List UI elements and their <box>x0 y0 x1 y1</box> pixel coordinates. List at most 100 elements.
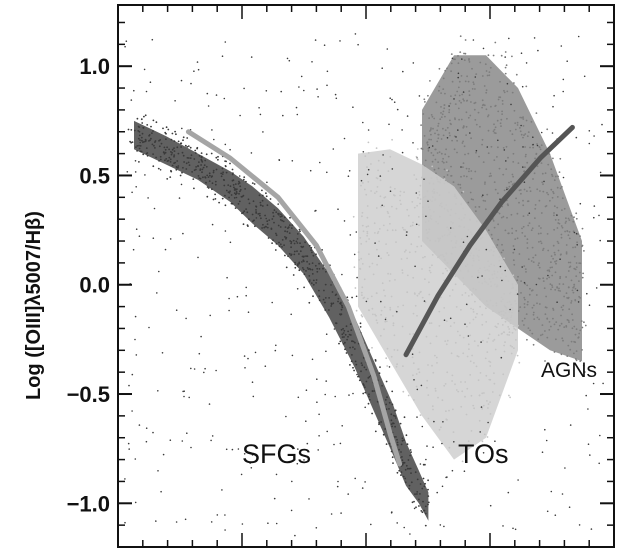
to-point <box>470 307 472 310</box>
outlier-point <box>244 367 246 369</box>
sfg-point <box>410 451 412 453</box>
agn-point <box>468 170 470 173</box>
sfg-point <box>281 215 283 217</box>
sfg-point <box>139 145 142 147</box>
sfg-point <box>240 195 243 198</box>
agn-point <box>547 249 550 252</box>
agn-point <box>542 280 545 282</box>
agn-point <box>571 327 574 330</box>
agn-point <box>560 353 563 356</box>
agn-point <box>522 199 524 202</box>
sfg-point <box>232 184 235 186</box>
agn-point <box>465 100 468 102</box>
to-point <box>415 385 418 388</box>
sfg-point <box>259 201 262 204</box>
agn-point <box>505 168 508 171</box>
agn-point <box>504 66 507 69</box>
sfg-point <box>189 146 192 149</box>
outlier-point <box>586 292 588 295</box>
to-point <box>462 336 465 339</box>
sfg-point <box>170 170 173 173</box>
to-point <box>434 240 437 242</box>
sfg-point <box>345 325 348 328</box>
outlier-point <box>569 424 572 426</box>
sfg-point <box>204 159 207 162</box>
outlier-point <box>325 333 328 336</box>
sfg-point <box>351 340 354 343</box>
agn-point <box>503 91 506 94</box>
sfg-point <box>410 472 412 474</box>
to-point <box>364 155 367 158</box>
to-point <box>392 315 394 317</box>
sfg-point <box>283 216 286 219</box>
to-point <box>414 293 416 295</box>
agn-point <box>542 190 545 193</box>
outlier-point <box>262 131 264 133</box>
agn-point <box>558 171 561 174</box>
agn-point <box>511 91 514 94</box>
to-point <box>493 372 495 374</box>
outlier-point <box>439 524 442 526</box>
agn-point <box>548 321 551 323</box>
agn-point <box>524 166 526 169</box>
agn-point <box>469 191 472 194</box>
agn-point <box>573 352 575 355</box>
outlier-point <box>553 94 555 97</box>
to-point <box>453 321 456 324</box>
sfg-point <box>339 313 342 316</box>
outlier-point <box>131 410 133 412</box>
outlier-point <box>576 244 578 246</box>
sfg-point <box>182 154 185 157</box>
sfg-point <box>148 134 151 137</box>
outlier-point <box>134 171 137 173</box>
sfg-point <box>130 129 133 131</box>
agn-point <box>583 321 585 324</box>
agn-point <box>494 41 497 44</box>
agn-point <box>437 137 440 140</box>
sfg-point <box>347 330 349 333</box>
outlier-point <box>285 415 287 418</box>
outlier-point <box>366 173 369 176</box>
agn-point <box>459 51 462 53</box>
agn-point <box>436 140 439 143</box>
to-point <box>467 343 470 346</box>
agn-point <box>573 267 576 270</box>
sfg-point <box>143 115 145 118</box>
sfg-point <box>396 471 399 474</box>
sfg-point <box>214 183 217 186</box>
outlier-point <box>181 127 183 130</box>
sfg-point <box>422 463 425 466</box>
agn-point <box>554 175 557 178</box>
agn-point <box>504 72 507 75</box>
outlier-point <box>361 487 364 489</box>
outlier-point <box>211 223 214 226</box>
agn-point <box>489 66 492 69</box>
to-point <box>511 331 514 334</box>
sfg-point <box>163 151 165 154</box>
agn-point <box>527 131 530 134</box>
to-point <box>500 313 503 316</box>
outlier-point <box>135 186 137 188</box>
sfg-point <box>298 253 300 255</box>
sfg-point <box>400 443 403 446</box>
outlier-point <box>323 44 326 46</box>
agn-point <box>500 118 503 121</box>
outlier-point <box>200 335 202 338</box>
to-point <box>399 190 402 193</box>
agn-point <box>522 118 525 120</box>
to-point <box>366 216 369 219</box>
agn-point <box>437 161 439 164</box>
sfg-point <box>315 253 317 256</box>
outlier-point <box>428 146 431 149</box>
to-point <box>422 256 424 259</box>
sfg-point <box>140 136 143 139</box>
outlier-point <box>405 234 408 236</box>
to-point <box>374 232 376 234</box>
to-point <box>390 295 393 298</box>
outlier-point <box>432 446 434 449</box>
sfg-point <box>394 415 396 417</box>
agn-point <box>563 326 566 328</box>
outlier-point <box>535 283 538 286</box>
to-point <box>443 182 446 185</box>
to-point <box>467 295 470 297</box>
